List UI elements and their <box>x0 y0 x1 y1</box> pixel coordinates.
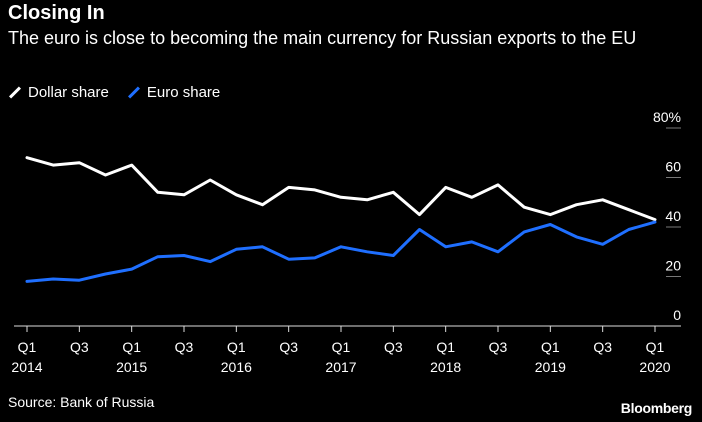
chart-subtitle: The euro is close to becoming the main c… <box>8 28 637 48</box>
x-tick-year-label: 2015 <box>116 359 147 375</box>
x-tick-year-label: 2019 <box>535 359 566 375</box>
euro-share-line <box>25 220 657 283</box>
x-tick-label: Q1 <box>18 339 37 355</box>
x-tick-year-label: 2018 <box>430 359 461 375</box>
x-tick-label: Q1 <box>227 339 246 355</box>
y-tick-label: 0 <box>673 307 681 323</box>
x-tick-label: Q1 <box>122 339 141 355</box>
x-tick-label: Q1 <box>541 339 560 355</box>
chart-title: Closing In <box>8 2 105 24</box>
source-note: Source: Bank of Russia <box>8 394 155 410</box>
y-tick-label: 40 <box>665 208 681 224</box>
x-tick-label: Q1 <box>332 339 351 355</box>
y-tick-label: 20 <box>665 258 681 274</box>
x-tick-label: Q3 <box>384 339 403 355</box>
legend-label-euro: Euro share <box>146 84 221 101</box>
x-tick-label: Q3 <box>279 339 298 355</box>
legend: Dollar share Euro share <box>8 84 220 101</box>
x-tick-label: Q3 <box>175 339 194 355</box>
x-tick-year-label: 2016 <box>221 359 252 375</box>
x-tick-year-label: 2014 <box>11 359 42 375</box>
y-tick-label: 80% <box>653 109 681 125</box>
bloomberg-logo: Bloomberg <box>620 400 693 416</box>
x-tick-label: Q3 <box>489 339 508 355</box>
x-tick-label: Q3 <box>593 339 612 355</box>
x-tick-year-label: 2017 <box>325 359 356 375</box>
legend-label-dollar: Dollar share <box>28 84 109 101</box>
y-tick-label: 60 <box>665 159 681 175</box>
x-tick-year-label: 2020 <box>639 359 670 375</box>
x-tick-label: Q3 <box>70 339 89 355</box>
x-tick-label: Q1 <box>436 339 455 355</box>
x-tick-label: Q1 <box>646 339 665 355</box>
dollar-share-line <box>25 156 657 222</box>
legend-item-euro: Euro share <box>127 84 220 101</box>
legend-item-dollar: Dollar share <box>8 84 109 101</box>
